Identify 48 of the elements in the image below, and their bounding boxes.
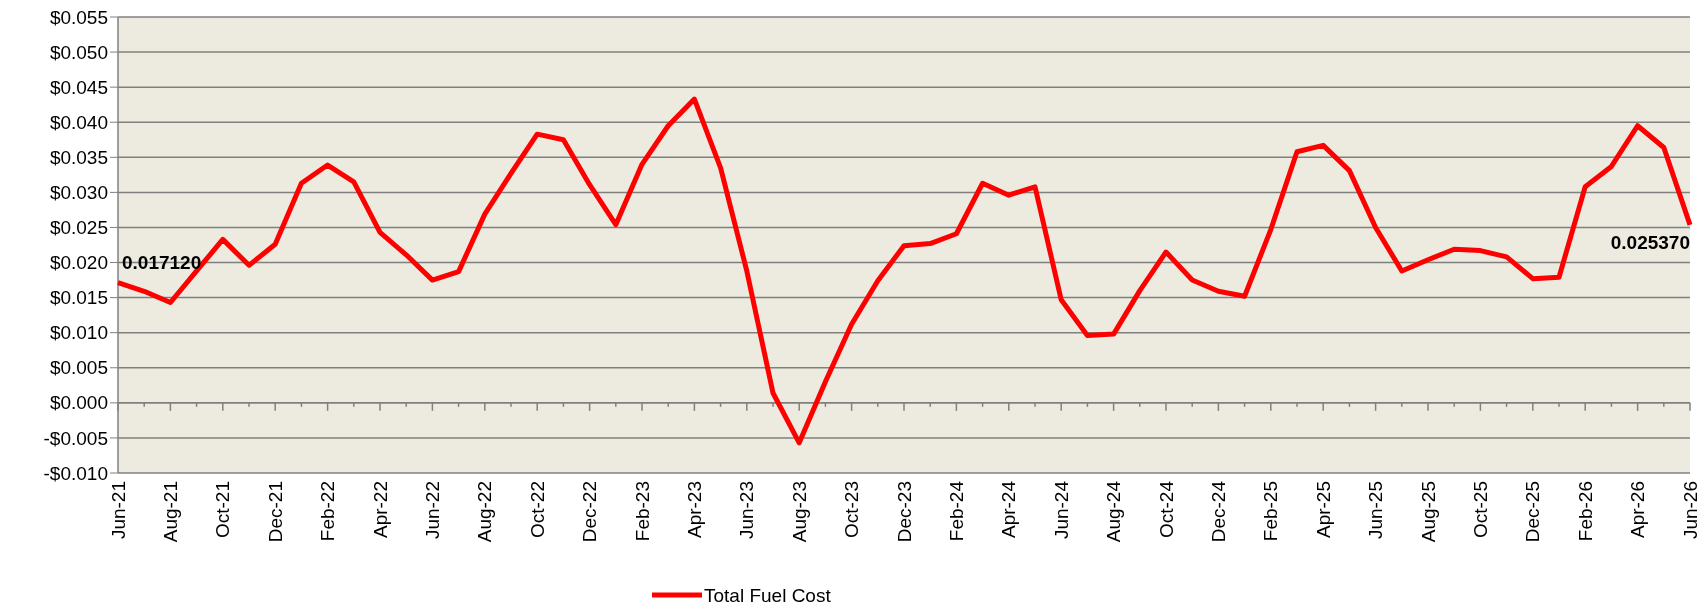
x-tick-label: Apr-25: [1312, 481, 1334, 539]
y-tick-label: $0.045: [49, 76, 108, 98]
x-tick-label: Feb-24: [946, 480, 968, 542]
x-tick-label: Apr-23: [684, 481, 706, 539]
x-tick-label: Oct-24: [1155, 480, 1177, 539]
y-tick-label: $0.025: [49, 217, 108, 239]
y-tick-label: $0.030: [49, 182, 108, 204]
y-tick-label: $0.015: [49, 287, 108, 309]
x-tick-label: Feb-22: [317, 481, 339, 542]
x-tick-label: Jun-26: [1679, 481, 1701, 540]
x-tick-label: Jun-21: [107, 481, 129, 540]
data-label: 0.017120: [122, 251, 202, 273]
legend-label: Total Fuel Cost: [704, 584, 832, 606]
x-tick-label: Jun-23: [736, 481, 758, 540]
x-tick-label: Dec-21: [264, 481, 286, 543]
x-tick-label: Feb-26: [1574, 481, 1596, 542]
y-tick-label: -$0.010: [43, 462, 108, 484]
x-tick-label: Aug-25: [1417, 481, 1439, 543]
x-tick-label: Dec-25: [1522, 481, 1544, 543]
x-tick-label: Aug-23: [788, 481, 810, 543]
x-tick-label: Dec-24: [1208, 480, 1230, 543]
x-tick-label: Apr-26: [1627, 481, 1649, 539]
x-tick-label: Oct-22: [526, 481, 548, 539]
y-tick-label: $0.005: [49, 357, 108, 379]
x-tick-label: Jun-24: [1050, 480, 1072, 540]
y-tick-label: -$0.005: [43, 427, 108, 449]
x-tick-label: Apr-24: [998, 480, 1020, 539]
y-tick-label: $0.040: [49, 111, 108, 133]
x-tick-label: Dec-23: [893, 481, 915, 543]
x-tick-label: Feb-23: [631, 481, 653, 542]
x-tick-label: Jun-22: [422, 481, 444, 540]
y-tick-label: $0.000: [49, 392, 108, 414]
x-tick-label: Dec-22: [579, 481, 601, 543]
data-label: 0.025370: [1610, 231, 1690, 253]
x-tick-label: Feb-25: [1260, 481, 1282, 542]
x-tick-label: Aug-22: [474, 481, 496, 543]
y-tick-label: $0.020: [49, 252, 108, 274]
x-tick-label: Aug-24: [1103, 480, 1125, 543]
y-tick-label: $0.010: [49, 322, 108, 344]
x-tick-label: Aug-21: [160, 481, 182, 543]
y-tick-label: $0.035: [49, 146, 108, 168]
x-tick-label: Oct-23: [841, 481, 863, 539]
x-tick-label: Jun-25: [1365, 481, 1387, 540]
y-tick-label: $0.055: [49, 6, 108, 28]
y-tick-label: $0.050: [49, 41, 108, 63]
x-tick-label: Oct-25: [1470, 481, 1492, 539]
x-tick-label: Apr-22: [369, 481, 391, 539]
x-tick-label: Oct-21: [212, 481, 234, 539]
